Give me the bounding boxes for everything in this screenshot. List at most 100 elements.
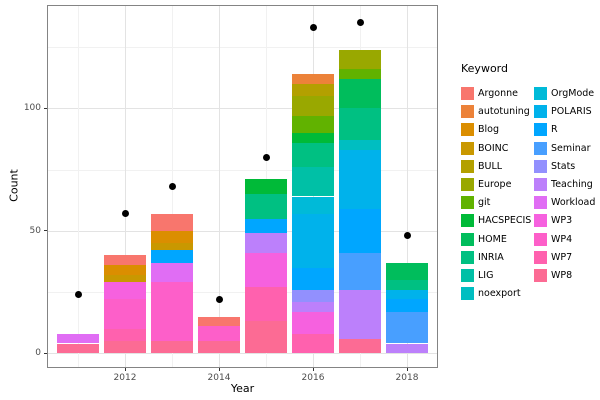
legend-item: Blog [461,123,534,137]
bar-segment-WP8 [339,338,381,354]
x-tick-mark [218,368,220,371]
bar-segment-R [151,250,193,263]
bar-segment-R [245,218,287,234]
bar-segment-LIG [292,167,334,197]
bar-segment-WP4 [104,299,146,329]
gridline-major-y [48,230,437,232]
bar-segment-WP7 [292,333,334,354]
y-axis-title: Count [7,169,21,202]
legend-item: Seminar [534,141,595,155]
bar-segment-Teaching [339,289,381,339]
y-tick-mark [44,230,47,232]
gridline-minor-x [78,6,79,367]
bar-segment-Seminar [339,252,381,290]
legend-item: autotuning [461,105,534,119]
legend-label: WP4 [551,233,573,245]
data-point [309,23,317,31]
legend-swatch [534,123,547,137]
bar-segment-OrgMode [292,196,334,214]
y-tick-label: 100 [23,103,41,114]
bar-segment-HACSPECIS [292,132,334,143]
bar-segment-git [292,115,334,133]
bar-segment-Europe [292,96,334,116]
bar-segment-autotuning [292,74,334,84]
legend-swatch [461,196,474,210]
gridline-major-x [125,6,126,367]
gridline-minor-y [48,169,437,171]
x-tick-mark [406,368,408,371]
bar-segment-R [292,267,334,290]
data-point [74,291,82,298]
bar-segment-Teaching [292,301,334,312]
bar-segment-Blog [104,265,146,275]
data-point [403,232,411,240]
gridline-major-x [407,6,408,367]
legend-label: HACSPECIS [478,215,532,227]
bar-segment-Argonne [151,213,193,231]
bar-segment-INRIA [386,279,428,290]
gridline-major-y [48,353,437,355]
bar-segment-WP3 [245,252,287,288]
bar-segment-WP4 [151,282,193,342]
bar-segment-WP8 [151,341,193,354]
data-point [356,19,364,27]
legend-label: Workload [551,197,596,209]
legend-item: BOINC [461,141,534,155]
legend-swatch [461,87,474,100]
data-point [262,153,270,161]
legend-swatch [534,141,547,155]
legend-swatch [461,232,474,246]
bar-segment-WP3 [104,282,146,300]
legend-item: Argonne [461,87,534,100]
legend-swatch [461,268,474,282]
legend-swatch [534,232,547,246]
legend-label: OrgMode [551,88,595,99]
bar-segment-BOINC [104,274,146,283]
legend-swatch [461,105,474,119]
legend-label: POLARIS [551,106,592,118]
bar-segment-Workload [151,262,193,283]
legend-label: Blog [478,124,499,136]
bar-segment-Europe [339,49,381,70]
bar-segment-WP8 [57,343,99,354]
legend-item: LIG [461,268,534,282]
legend-label: WP3 [551,215,573,227]
legend-item: Stats [534,159,595,173]
legend-swatch [534,268,547,282]
bar-segment-HOME [386,262,428,280]
legend-column-2: OrgMode POLARIS R Seminar Stats Teaching Workl… [534,87,595,300]
bar-segment-noexport [339,140,381,150]
legend-label: BOINC [478,142,509,154]
bar-segment-Stats [292,289,334,302]
legend-label: R [551,124,558,136]
legend-title: Keyword [461,62,508,75]
bar-segment-Workload [57,333,99,344]
legend-item: POLARIS [534,105,595,119]
gridline-major-x [219,6,220,367]
data-point [168,183,176,191]
bar-segment-INRIA [339,108,381,141]
legend-label: Europe [478,178,512,190]
legend-swatch [534,159,547,173]
bar-segment-Argonne [104,255,146,266]
legend-label: Argonne [478,88,518,99]
legend-label: Seminar [551,142,591,154]
legend-swatch [534,250,547,264]
bar-segment-HACSPECIS [245,179,287,195]
bar-segment-Blog [151,230,193,244]
bar-segment-WP3 [292,311,334,334]
bar-segment-git [339,69,381,79]
legend-swatch [461,214,474,228]
legend: Keyword Argonne autotuning Blog BOINC BULL Eu… [453,62,600,301]
bar-segment-POLARIS [339,149,381,209]
bar-segment-HOME [339,78,381,109]
legend-item: WP3 [534,214,595,228]
bar-segment-Teaching [386,343,428,354]
y-tick-label: 0 [35,348,41,359]
gridline-minor-y [48,47,437,49]
legend-label: HOME [478,233,507,245]
bar-segment-POLARIS [386,289,428,300]
x-tick-mark [312,368,314,371]
legend-item: R [534,123,595,137]
